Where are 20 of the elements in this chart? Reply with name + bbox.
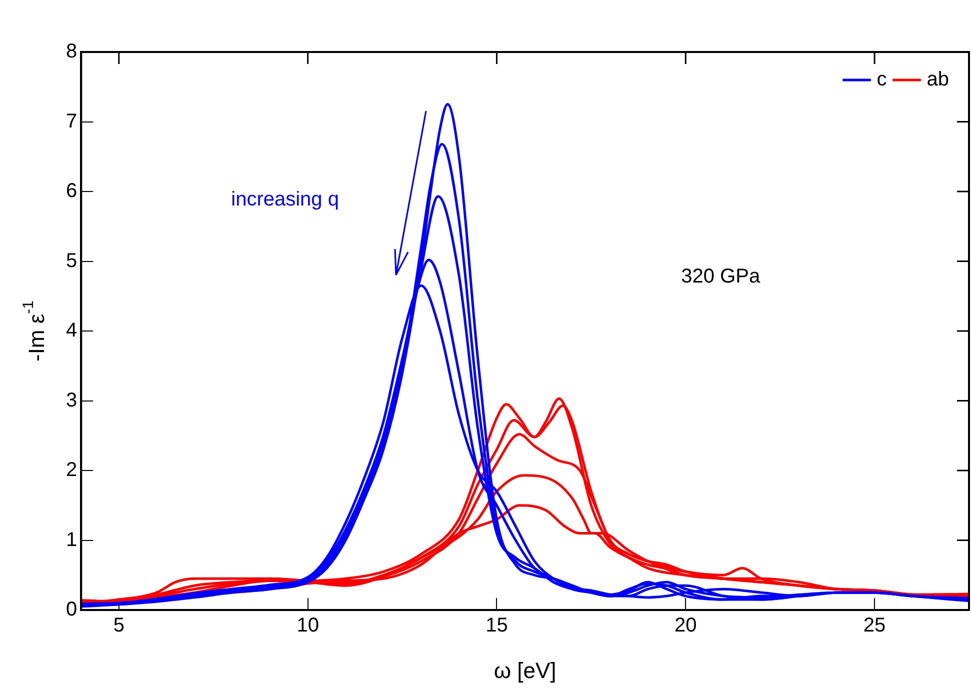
y-tick-label: 7 <box>66 110 78 132</box>
x-tick-label: 5 <box>113 614 124 637</box>
annotation: increasing q <box>231 188 339 211</box>
annotation: 320 GPa <box>681 266 761 288</box>
y-tick-label: 3 <box>66 389 78 412</box>
y-axis-title: -Im ε-1 <box>20 300 50 362</box>
x-tick-label: 10 <box>296 614 319 637</box>
legend-label: ab <box>926 68 950 91</box>
legend-label: c <box>876 68 887 91</box>
y-tick-label: 1 <box>66 528 78 551</box>
x-tick-label: 20 <box>674 614 697 637</box>
x-tick-label: 25 <box>863 614 886 637</box>
y-tick-label: 4 <box>66 320 78 342</box>
x-axis-title: ω [eV] <box>494 658 556 684</box>
y-tick-label: 0 <box>66 598 78 621</box>
x-tick-label: 15 <box>486 614 508 637</box>
y-tick-label: 8 <box>66 40 78 63</box>
y-tick-label: 6 <box>66 180 78 202</box>
y-tick-label: 5 <box>66 250 78 272</box>
y-tick-label: 2 <box>66 459 78 482</box>
